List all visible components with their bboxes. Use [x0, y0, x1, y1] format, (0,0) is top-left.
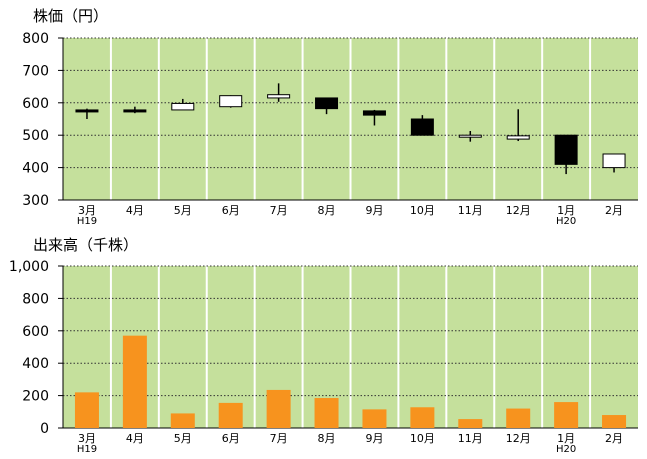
price-x-tick-label: 5月 [174, 204, 192, 217]
price-x-tick-label: 11月 [458, 204, 483, 217]
volume-x-tick-label: 2月 [605, 432, 623, 445]
price-candle-body [267, 94, 291, 99]
price-x-tick-label: 6月 [222, 204, 240, 217]
volume-bar [170, 413, 195, 428]
price-era-label: H19 [77, 216, 97, 227]
price-candlestick-chart: 株価（円） 300 400 500 600 700 800 3月 4月 5月 6月 7月 8月 9月 10… [22, 7, 638, 227]
price-x-tick-label: 8月 [318, 204, 336, 217]
price-candle-body [458, 134, 482, 138]
volume-bar [314, 398, 339, 428]
price-candle-body [315, 97, 339, 110]
volume-y-tick-label: 1,000 [9, 259, 49, 275]
volume-x-tick-label: 6月 [222, 432, 240, 445]
price-x-tick-label: 7月 [270, 204, 288, 217]
price-x-tick-label: 10月 [410, 204, 435, 217]
price-x-tick-label: 9月 [365, 204, 383, 217]
price-candle-body [171, 102, 195, 111]
price-x-tick-label: 2月 [605, 204, 623, 217]
volume-x-tick-label: 4月 [126, 432, 144, 445]
volume-x-tick-label: 8月 [318, 432, 336, 445]
volume-chart-title: 出来高（千株） [33, 236, 138, 254]
price-y-tick-label: 300 [22, 193, 49, 209]
price-y-tick-label: 700 [22, 63, 49, 79]
price-candle-body [123, 109, 147, 113]
volume-bar [218, 402, 243, 428]
volume-y-tick-label: 200 [22, 389, 49, 405]
volume-x-tick-label: 10月 [410, 432, 435, 445]
price-candle-body [602, 153, 626, 169]
volume-y-tick-label: 600 [22, 324, 49, 340]
volume-x-tick-label: 7月 [270, 432, 288, 445]
volume-bar [506, 408, 531, 428]
price-x-tick-label: 12月 [506, 204, 531, 217]
price-chart-title: 株価（円） [33, 7, 108, 25]
volume-x-tick-label: 12月 [506, 432, 531, 445]
volume-bar [266, 389, 291, 428]
volume-era-label: H20 [556, 444, 576, 455]
volume-bar [122, 335, 147, 428]
volume-x-tick-label: 5月 [174, 432, 192, 445]
volume-bar [410, 407, 435, 428]
volume-x-tick-label: 3月 [78, 432, 96, 445]
price-y-tick-label: 500 [22, 128, 49, 144]
price-x-tick-label: 4月 [126, 204, 144, 217]
volume-bar-chart: 出来高（千株） 0 200 400 600 800 1,000 3月 4月 5月 6月 7月 8月 9月… [9, 236, 638, 455]
volume-bar [362, 409, 387, 428]
price-candle-body [219, 95, 243, 108]
price-candle-body [554, 134, 578, 165]
price-candle-body [506, 135, 530, 140]
volume-x-tick-label: 1月 [557, 432, 575, 445]
volume-x-tick-label: 9月 [365, 432, 383, 445]
price-y-tick-label: 400 [22, 161, 49, 177]
volume-y-tick-label: 400 [22, 356, 49, 372]
price-era-label: H20 [556, 216, 576, 227]
volume-bar [602, 415, 627, 428]
volume-bar [74, 392, 99, 428]
price-candle-body [410, 118, 434, 136]
price-candle-body [75, 109, 99, 113]
price-x-tick-label: 1月 [557, 204, 575, 217]
price-y-tick-label: 600 [22, 96, 49, 112]
price-candle-body [362, 110, 386, 116]
volume-bar [554, 402, 579, 428]
volume-bar [458, 419, 483, 428]
volume-y-tick-label: 0 [40, 421, 49, 437]
price-y-tick-label: 800 [22, 31, 49, 47]
volume-x-tick-label: 11月 [458, 432, 483, 445]
volume-era-label: H19 [77, 444, 97, 455]
price-x-tick-label: 3月 [78, 204, 96, 217]
volume-y-tick-label: 800 [22, 291, 49, 307]
